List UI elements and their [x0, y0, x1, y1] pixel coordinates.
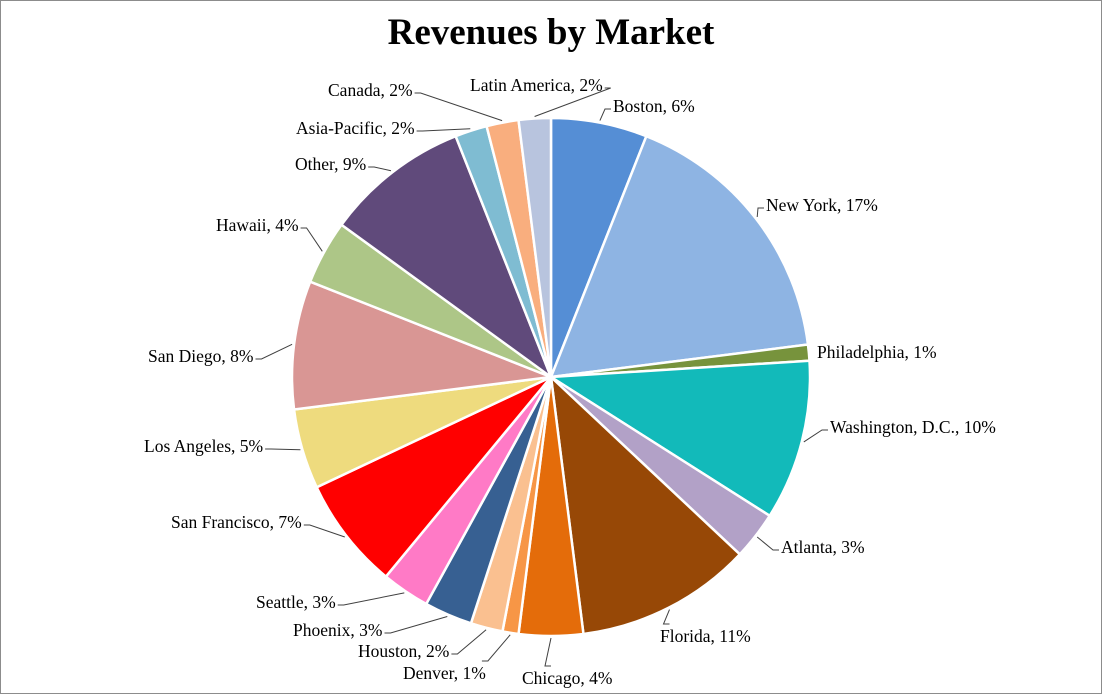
slice-label-asia-pacific: Asia-Pacific, 2%	[296, 118, 415, 138]
slice-label-san-diego: San Diego, 8%	[148, 346, 253, 366]
leader-line-hawaii	[300, 227, 323, 252]
slice-label-hawaii: Hawaii, 4%	[216, 215, 299, 235]
leader-line-canada	[414, 92, 503, 122]
leader-line-florida	[662, 609, 670, 625]
chart-title: Revenues by Market	[387, 12, 715, 53]
slice-label-canada: Canada, 2%	[328, 80, 413, 100]
slice-label-other: Other, 9%	[295, 154, 366, 174]
leader-line-denver	[481, 634, 511, 662]
slice-label-washington-d-c: Washington, D.C., 10%	[830, 417, 996, 437]
slice-label-new-york: New York, 17%	[766, 195, 878, 215]
slice-label-atlanta: Atlanta, 3%	[781, 537, 865, 557]
leader-line-san-francisco	[303, 524, 345, 538]
slice-label-philadelphia: Philadelphia, 1%	[817, 342, 937, 362]
leader-line-new-york	[756, 207, 764, 218]
leader-line-washington-d-c	[803, 429, 828, 443]
leader-line-seattle	[337, 592, 405, 606]
pie-slice-new-york	[549, 134, 810, 379]
leader-line-houston	[451, 629, 487, 655]
leader-line-phoenix	[384, 616, 448, 634]
leader-line-asia-pacific	[416, 128, 471, 132]
slice-label-chicago: Chicago, 4%	[522, 668, 612, 688]
leader-line-latin-america	[534, 87, 611, 117]
pie-slice-other	[339, 134, 554, 381]
slice-label-boston: Boston, 6%	[613, 96, 695, 116]
leader-line-los-angeles	[265, 448, 301, 451]
leader-line-other	[368, 166, 392, 172]
leader-line-chicago	[544, 637, 552, 667]
pie-slice-san-francisco	[314, 375, 552, 579]
slice-label-latin-america: Latin America, 2%	[470, 75, 603, 95]
slice-label-los-angeles: Los Angeles, 5%	[144, 436, 263, 456]
slice-label-denver: Denver, 1%	[403, 663, 486, 683]
leader-line-boston	[599, 108, 611, 121]
pie-slice-washington-d-c	[547, 359, 812, 518]
slice-label-florida: Florida, 11%	[660, 626, 751, 646]
pie-slice-florida	[549, 373, 742, 636]
slice-label-seattle: Seattle, 3%	[256, 592, 336, 612]
leader-line-atlanta	[756, 536, 779, 551]
slice-label-phoenix: Phoenix, 3%	[293, 620, 382, 640]
pie-slice-latin-america	[517, 116, 553, 378]
leader-line-san-diego	[255, 343, 293, 360]
slice-label-san-francisco: San Francisco, 7%	[171, 512, 302, 532]
pie-slice-san-diego	[290, 280, 552, 411]
slice-label-houston: Houston, 2%	[358, 641, 449, 661]
